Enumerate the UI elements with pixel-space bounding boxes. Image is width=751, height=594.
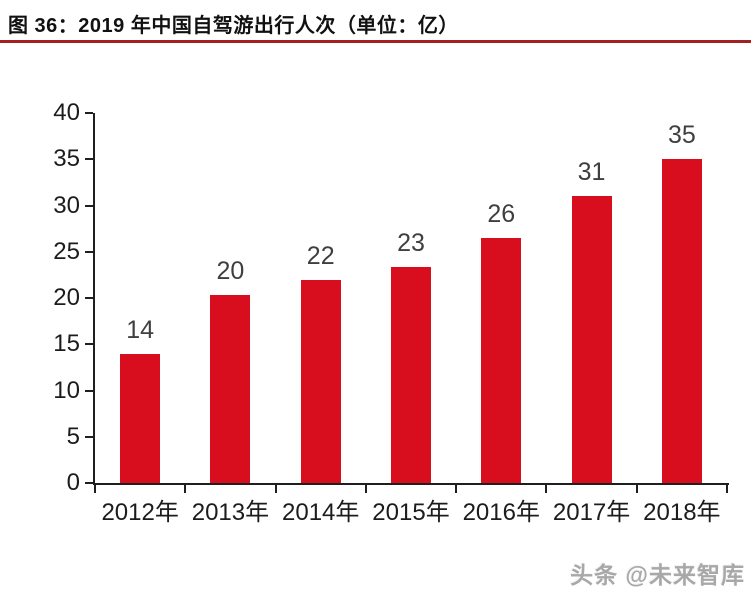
bar-value-label: 26 bbox=[487, 199, 516, 228]
bar-2014年 bbox=[300, 279, 341, 483]
y-axis-tick bbox=[85, 204, 93, 207]
y-axis-tick bbox=[85, 250, 93, 253]
bar-2012年 bbox=[120, 353, 161, 483]
y-axis-tick-label: 35 bbox=[53, 145, 80, 173]
y-axis-tick bbox=[85, 343, 93, 346]
bar-2016年 bbox=[481, 237, 522, 483]
x-axis-category-label: 2013年 bbox=[191, 499, 270, 526]
y-axis-tick-label: 0 bbox=[66, 469, 80, 496]
x-axis-category-label: 2015年 bbox=[372, 499, 450, 526]
y-axis-tick-label: 10 bbox=[53, 376, 80, 404]
y-axis-tick-label: 5 bbox=[66, 422, 80, 450]
x-axis-category-label: 2012年 bbox=[101, 499, 179, 526]
x-axis-tick bbox=[364, 485, 367, 493]
y-axis-tick-label: 30 bbox=[53, 191, 80, 219]
y-axis-tick-label: 15 bbox=[53, 330, 80, 358]
y-axis-tick-label: 25 bbox=[53, 237, 80, 265]
y-axis-tick bbox=[85, 297, 93, 299]
y-axis-tick-label: 20 bbox=[53, 284, 80, 311]
x-axis-category-label: 2014年 bbox=[282, 499, 360, 526]
x-axis-tick bbox=[635, 485, 638, 493]
x-axis-category-label: 2016年 bbox=[462, 499, 540, 526]
bar-value-label: 23 bbox=[397, 228, 425, 257]
y-axis-tick bbox=[85, 482, 93, 484]
x-axis-tick bbox=[545, 485, 548, 493]
figure-title: 图 36：2019 年中国自驾游出行人次（单位：亿） bbox=[8, 15, 459, 37]
bar-2015年 bbox=[391, 266, 431, 483]
bar-2018年 bbox=[661, 159, 702, 483]
bar-value-label: 35 bbox=[667, 121, 696, 150]
title-underline bbox=[0, 40, 751, 43]
bar-value-label: 22 bbox=[306, 241, 335, 270]
bar-value-label: 14 bbox=[126, 315, 155, 344]
x-axis-tick bbox=[726, 485, 728, 493]
x-axis-tick bbox=[455, 485, 458, 493]
x-axis-category-label: 2017年 bbox=[552, 499, 631, 526]
y-axis-tick bbox=[85, 435, 93, 438]
x-axis-tick bbox=[94, 485, 96, 493]
y-axis-tick bbox=[85, 112, 93, 114]
watermark-text: 头条 @未来智库 bbox=[570, 562, 745, 588]
y-axis-tick-label: 40 bbox=[53, 99, 80, 126]
y-axis-line bbox=[93, 113, 95, 485]
bar-value-label: 31 bbox=[577, 158, 606, 187]
x-axis-tick bbox=[274, 485, 277, 493]
y-axis-tick bbox=[85, 158, 93, 161]
bar-value-label: 20 bbox=[216, 257, 245, 286]
x-axis-line bbox=[93, 483, 729, 485]
bar-chart: 0 5 10 15 20 25 30 35 40 14 2012年 20 2013年 22 2014年 23 2… bbox=[0, 44, 751, 549]
x-axis-category-label: 2018年 bbox=[643, 499, 721, 526]
y-axis-tick bbox=[85, 389, 93, 392]
bar-2017年 bbox=[571, 196, 612, 483]
x-axis-tick bbox=[184, 485, 187, 493]
bar-2013年 bbox=[210, 295, 251, 483]
